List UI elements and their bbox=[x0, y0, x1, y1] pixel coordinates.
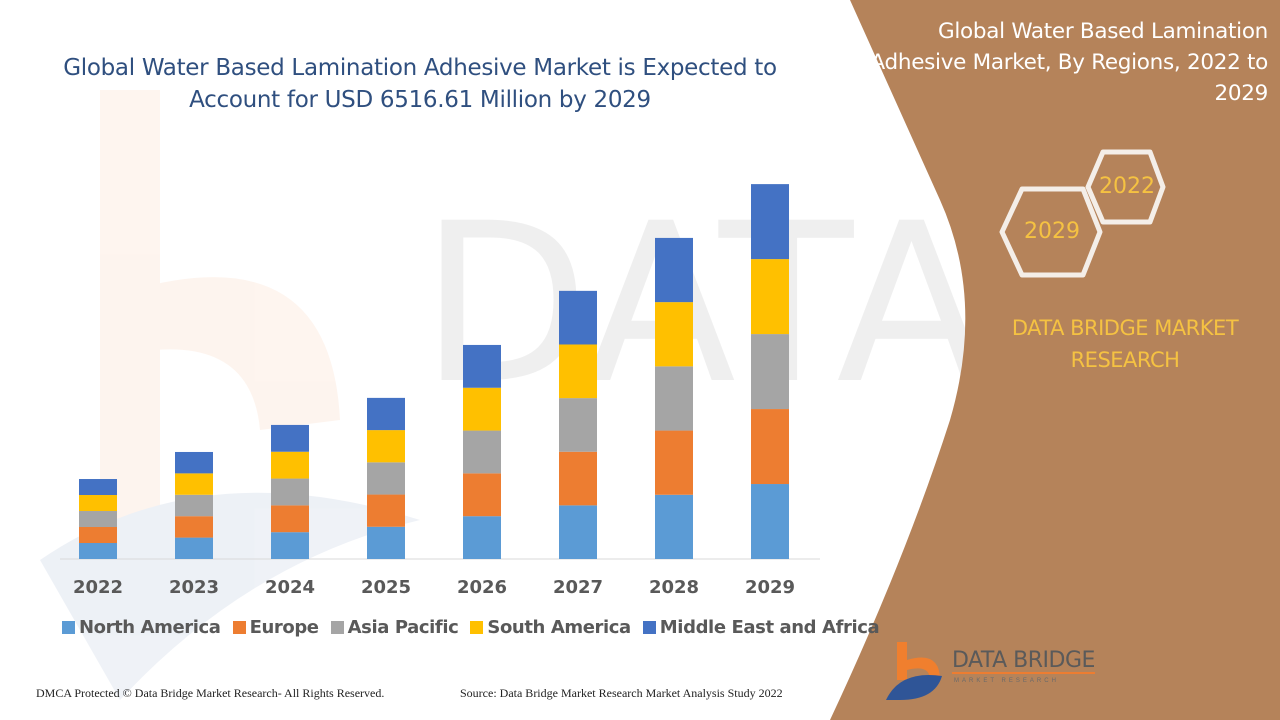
x-tick-label: 2029 bbox=[745, 577, 795, 598]
bar-2028-asia-pacific bbox=[655, 366, 693, 431]
bar-2022-asia-pacific bbox=[79, 511, 117, 528]
bar-2025-middle-east-and-africa bbox=[367, 397, 405, 431]
legend-item-middle-east-africa: Middle East and Africa bbox=[642, 617, 880, 638]
legend-label: North America bbox=[79, 617, 221, 638]
bar-2029-south-america bbox=[751, 259, 789, 335]
bar-2022-middle-east-and-africa bbox=[79, 479, 117, 496]
bar-2028-north-america bbox=[655, 494, 693, 559]
bar-2022-europe bbox=[79, 527, 117, 544]
bar-2029-middle-east-and-africa bbox=[751, 184, 789, 260]
bar-2024-middle-east-and-africa bbox=[271, 424, 309, 452]
source-note: Source: Data Bridge Market Research Mark… bbox=[460, 686, 783, 700]
bar-2029-europe bbox=[751, 409, 789, 485]
legend-swatch bbox=[642, 621, 656, 634]
bar-2022-south-america bbox=[79, 495, 117, 512]
bar-2027-north-america bbox=[559, 505, 597, 559]
legend-item-north-america: North America bbox=[62, 617, 221, 638]
bar-2023-asia-pacific bbox=[175, 494, 213, 517]
x-tick-label: 2028 bbox=[649, 577, 699, 598]
legend-label: Europe bbox=[249, 617, 319, 638]
bar-2027-south-america bbox=[559, 344, 597, 399]
bar-2025-north-america bbox=[367, 526, 405, 559]
bar-2023-middle-east-and-africa bbox=[175, 451, 213, 474]
bar-2022-north-america bbox=[79, 543, 117, 559]
bar-2026-south-america bbox=[463, 387, 501, 431]
legend-label: Asia Pacific bbox=[347, 617, 459, 638]
bar-2025-south-america bbox=[367, 430, 405, 463]
legend-swatch bbox=[470, 621, 484, 634]
logo-text: DATA BRIDGE bbox=[952, 648, 1095, 673]
brand-name: DATA BRIDGE MARKET RESEARCH bbox=[1011, 316, 1239, 372]
side-panel-shape bbox=[830, 0, 1280, 720]
bar-2023-europe bbox=[175, 516, 213, 538]
bar-2029-asia-pacific bbox=[751, 334, 789, 410]
bar-2024-south-america bbox=[271, 451, 309, 479]
x-tick-label: 2026 bbox=[457, 577, 507, 598]
bar-2024-asia-pacific bbox=[271, 478, 309, 506]
legend-swatch bbox=[62, 621, 75, 634]
x-tick-label: 2023 bbox=[169, 577, 219, 598]
x-tick-label: 2025 bbox=[361, 577, 411, 598]
x-tick-label: 2022 bbox=[73, 577, 123, 598]
copyright-notice: DMCA Protected © Data Bridge Market Rese… bbox=[36, 686, 385, 700]
bar-2024-north-america bbox=[271, 532, 309, 559]
side-panel-title: Global Water Based Lamination Adhesive M… bbox=[870, 19, 1269, 106]
legend-swatch bbox=[232, 621, 246, 634]
legend-item-europe: Europe bbox=[232, 617, 319, 638]
bar-2026-north-america bbox=[463, 516, 501, 559]
bar-2027-europe bbox=[559, 451, 597, 506]
data-bridge-logo-icon bbox=[886, 642, 1095, 700]
logo-subtext: MARKET RESEARCH bbox=[954, 678, 1059, 684]
bar-2028-europe bbox=[655, 430, 693, 495]
bar-2023-north-america bbox=[175, 537, 213, 559]
hex-year-2022: 2022 bbox=[1099, 174, 1155, 199]
legend-label: South America bbox=[487, 617, 631, 638]
bar-2027-asia-pacific bbox=[559, 398, 597, 452]
legend-item-asia-pacific: Asia Pacific bbox=[330, 617, 459, 638]
legend-label: Middle East and Africa bbox=[659, 617, 880, 638]
bar-2025-europe bbox=[367, 494, 405, 527]
bar-2024-europe bbox=[271, 505, 309, 533]
bar-2028-south-america bbox=[655, 302, 693, 367]
legend-item-south-america: South America bbox=[470, 617, 631, 638]
legend: North America Europe Asia Pacific South … bbox=[62, 617, 880, 638]
bar-2023-south-america bbox=[175, 473, 213, 495]
legend-swatch bbox=[330, 621, 344, 634]
bar-2026-europe bbox=[463, 473, 501, 517]
bar-2026-middle-east-and-africa bbox=[463, 344, 501, 388]
hex-year-2029: 2029 bbox=[1024, 219, 1080, 244]
chart-title: Global Water Based Lamination Adhesive M… bbox=[63, 55, 777, 113]
bar-2028-middle-east-and-africa bbox=[655, 237, 693, 303]
x-tick-label: 2027 bbox=[553, 577, 603, 598]
hexagon-2022-icon bbox=[1085, 149, 1166, 225]
x-tick-label: 2024 bbox=[265, 577, 315, 598]
hexagon-2029-icon bbox=[999, 186, 1103, 278]
bar-2025-asia-pacific bbox=[367, 462, 405, 495]
bar-2029-north-america bbox=[751, 484, 789, 559]
bar-2027-middle-east-and-africa bbox=[559, 290, 597, 345]
bar-2026-asia-pacific bbox=[463, 430, 501, 474]
